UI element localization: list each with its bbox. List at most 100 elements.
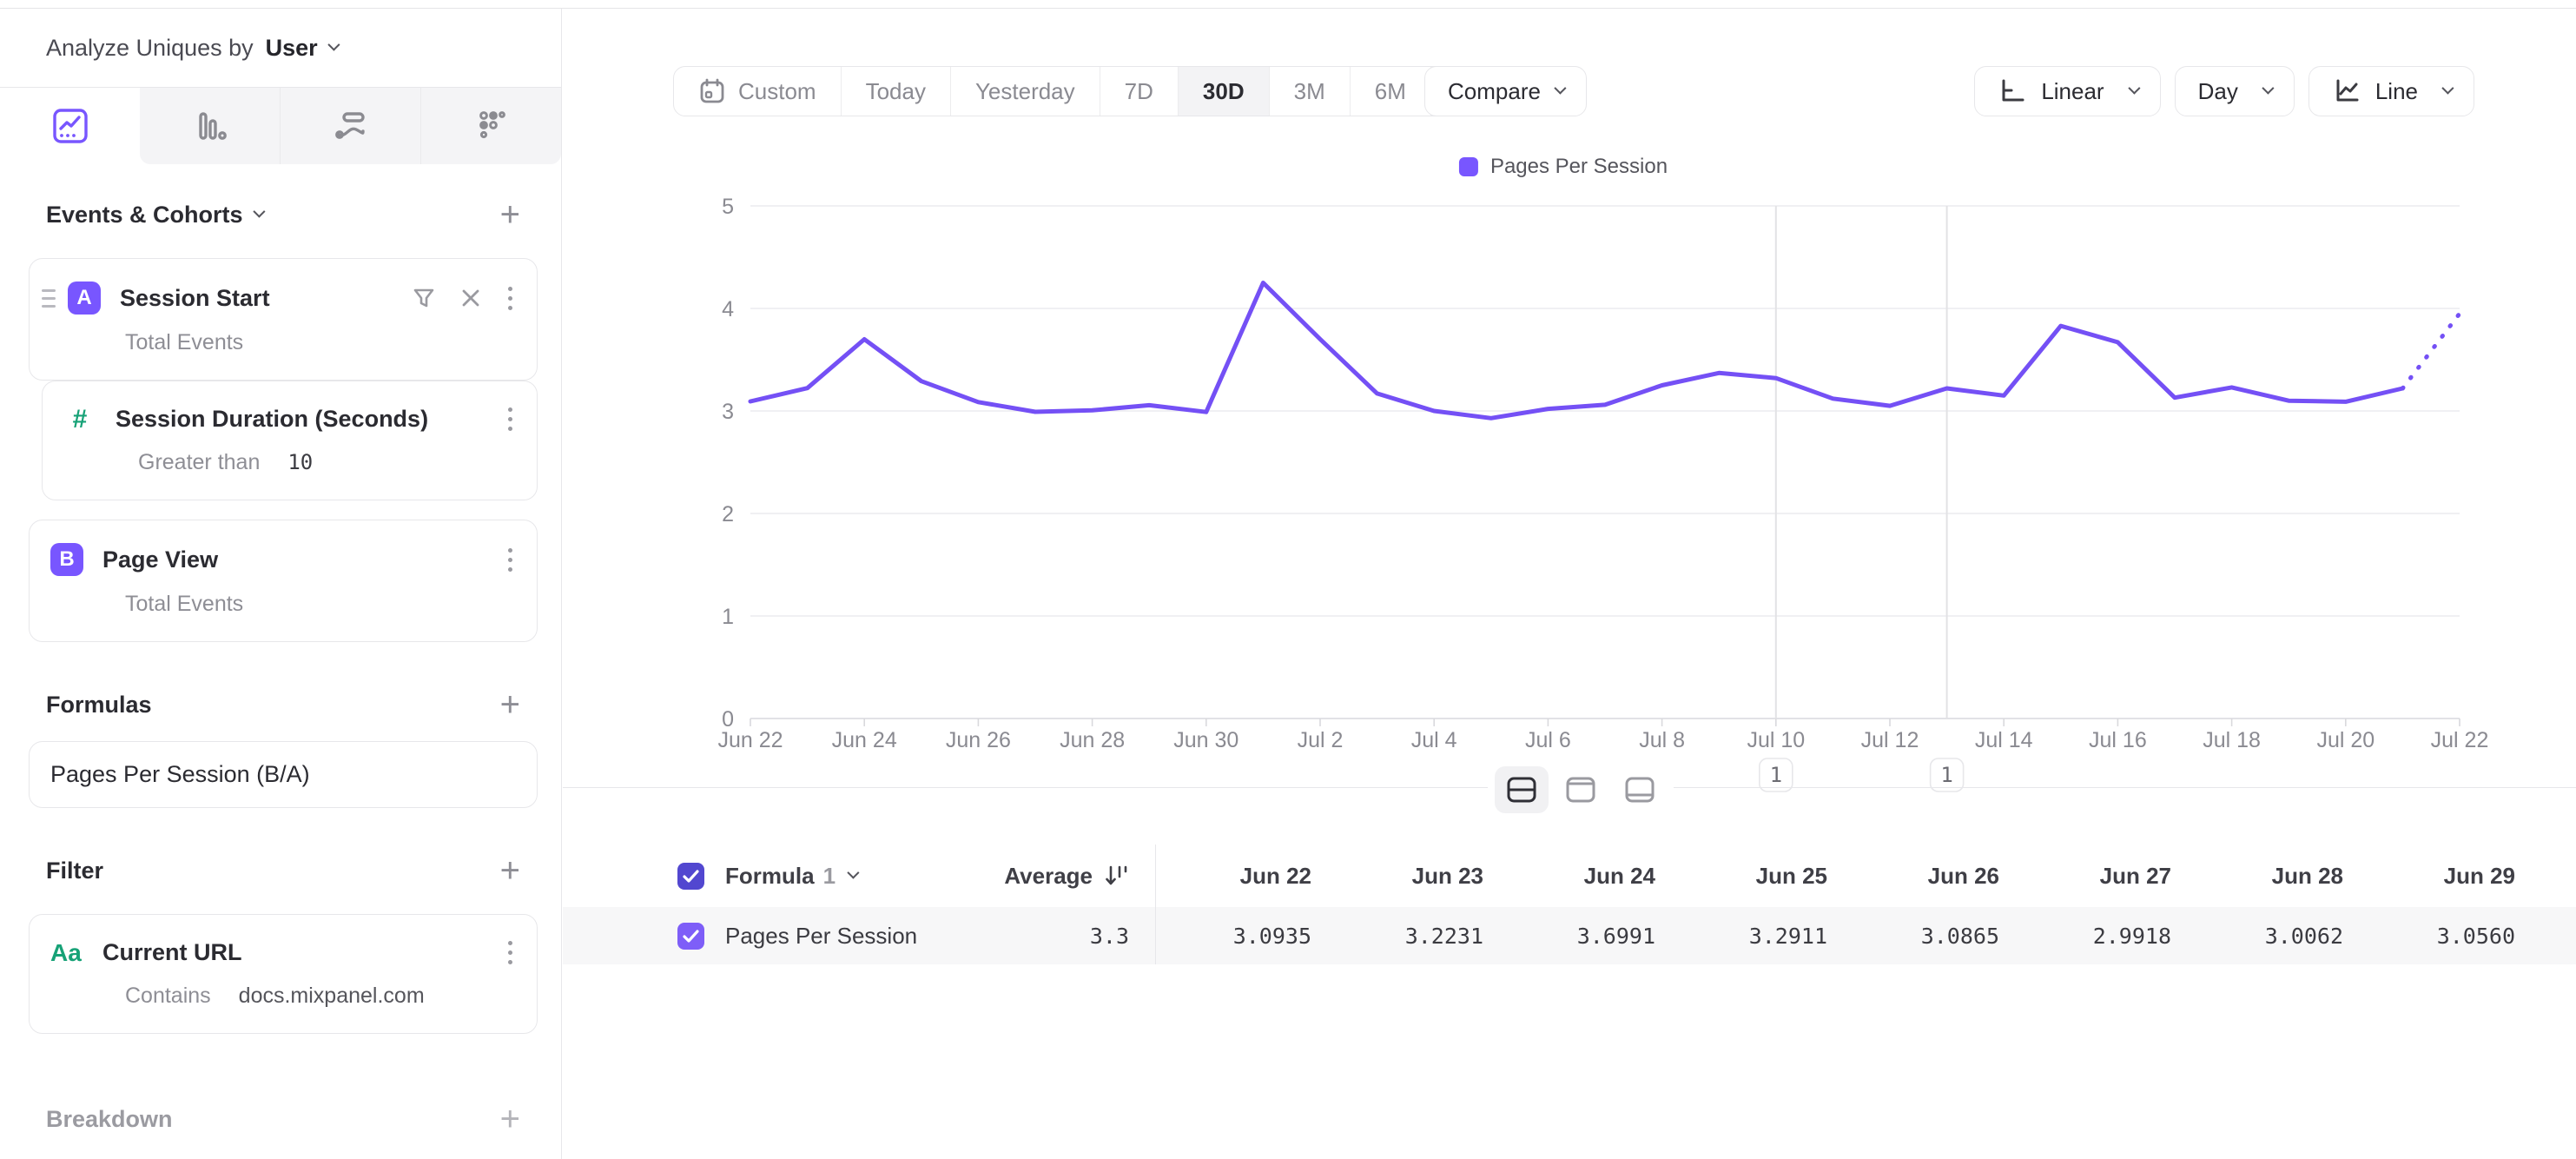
range-option-30d[interactable]: 30D: [1177, 67, 1269, 116]
x-axis-label: Jul 2: [1298, 728, 1344, 752]
property-condition[interactable]: Greater than 10: [43, 441, 537, 500]
cell-value: 3.0560: [2436, 923, 2515, 949]
scale-selector-button[interactable]: Linear: [1974, 66, 2161, 116]
split-view-icon: [1507, 777, 1536, 803]
cell-value: 2.9918: [2092, 923, 2171, 949]
calendar-icon: [700, 78, 724, 103]
event-aggregation[interactable]: Total Events: [125, 330, 244, 354]
operator-value[interactable]: docs.mixpanel.com: [238, 983, 425, 1008]
tab-retention-grid[interactable]: [420, 88, 561, 164]
date-range-selector: CustomTodayYesterday7D30D3M6M12M: [673, 66, 1525, 116]
formula-column-header[interactable]: Formula 1: [725, 863, 860, 890]
filter-header: Filter +: [0, 853, 561, 888]
dots-grid-icon: [479, 111, 505, 139]
filter-card-current-url[interactable]: Aa Current URL Contains docs.mixpanel.com: [29, 914, 538, 1034]
date-column-header[interactable]: Jun 23: [1411, 862, 1483, 889]
line-chart-icon: [52, 109, 88, 143]
flow-icon: [334, 112, 365, 139]
date-column-header[interactable]: Jun 27: [2099, 862, 2171, 889]
more-options-icon[interactable]: [505, 937, 516, 968]
range-option-custom[interactable]: Custom: [674, 67, 841, 116]
drag-handle-icon[interactable]: [42, 288, 59, 308]
compare-button[interactable]: Compare: [1424, 66, 1587, 116]
chart-type-selector-button[interactable]: Line: [2308, 66, 2474, 116]
event-title[interactable]: Session Start: [120, 284, 270, 311]
annotation-badge[interactable]: [1929, 758, 1965, 792]
date-column-header[interactable]: Jun 22: [1239, 862, 1311, 889]
filter-property-title[interactable]: Current URL: [102, 939, 242, 965]
event-badge-b: B: [50, 543, 83, 576]
property-title[interactable]: Session Duration (Seconds): [116, 406, 429, 432]
add-event-button[interactable]: +: [499, 195, 520, 234]
x-axis-label: Jul 22: [2431, 728, 2489, 752]
x-axis-label: Jul 6: [1525, 728, 1571, 752]
number-property-icon: #: [72, 404, 88, 434]
row-checkbox[interactable]: [677, 922, 704, 950]
operator-label[interactable]: Contains: [125, 983, 211, 1008]
add-filter-button[interactable]: +: [499, 851, 520, 890]
tab-insights[interactable]: [0, 88, 140, 164]
event-aggregation[interactable]: Total Events: [125, 592, 244, 616]
analyze-header: Analyze Uniques by User: [0, 9, 561, 88]
chevron-down-icon: [2262, 82, 2275, 95]
line-chart-type-icon: [2336, 79, 2359, 102]
annotation-badge[interactable]: [1759, 758, 1793, 792]
average-column-header[interactable]: Average: [1004, 862, 1093, 889]
events-cohorts-title[interactable]: Events & Cohorts: [46, 202, 266, 228]
series-line[interactable]: [748, 281, 2405, 421]
range-option-7d[interactable]: 7D: [1099, 67, 1178, 116]
date-column-header[interactable]: Jun 24: [1583, 862, 1655, 889]
tab-bar-chart[interactable]: [140, 88, 280, 164]
layout-chart-only-button[interactable]: [1554, 766, 1608, 813]
filter-condition[interactable]: Contains docs.mixpanel.com: [30, 975, 537, 1033]
add-formula-button[interactable]: +: [499, 685, 520, 724]
more-options-icon[interactable]: [505, 404, 516, 434]
line-chart[interactable]: 0 1 2 3 4 5 1 1 Jun 22 Jun 24 Jun 26 Jun 28 Jun 30 Ju…: [690, 178, 2523, 804]
x-axis-label: Jul 20: [2316, 728, 2375, 752]
date-column-header[interactable]: Jun 28: [2271, 862, 2343, 889]
interval-selector-button[interactable]: Day: [2174, 66, 2295, 116]
formula-input[interactable]: Pages Per Session (B/A): [29, 741, 538, 808]
x-axis-label: Jun 22: [717, 728, 783, 752]
chevron-down-icon: [252, 205, 266, 218]
date-column-header[interactable]: Jun 26: [1927, 862, 1999, 889]
row-label: Pages Per Session: [725, 922, 918, 949]
x-axis-label: Jul 4: [1411, 728, 1457, 752]
layout-split-button[interactable]: [1495, 766, 1549, 813]
filter-icon[interactable]: [411, 285, 437, 311]
analyze-by-dropdown[interactable]: User: [265, 34, 318, 61]
event-card-page-view[interactable]: B Page View Total Events: [29, 520, 538, 642]
layout-table-only-button[interactable]: [1613, 766, 1667, 813]
more-options-icon[interactable]: [505, 545, 516, 575]
chevron-down-icon: [2441, 82, 2454, 95]
event-badge-a: A: [68, 281, 101, 315]
operator-value[interactable]: 10: [287, 450, 314, 474]
bottom-panel-view-icon: [1625, 777, 1655, 803]
date-column-header[interactable]: Jun 29: [2443, 862, 2515, 889]
sort-descending-icon[interactable]: [1103, 863, 1129, 889]
more-options-icon[interactable]: [505, 283, 516, 314]
tab-flows[interactable]: [280, 88, 420, 164]
x-axis-label: Jul 12: [1861, 728, 1919, 752]
breakdown-title: Breakdown: [46, 1105, 173, 1132]
analyze-uniques-label: Analyze Uniques by: [46, 34, 254, 61]
property-card-session-duration[interactable]: # Session Duration (Seconds) Greater tha…: [42, 381, 538, 500]
range-option-yesterday[interactable]: Yesterday: [949, 67, 1100, 116]
table-row-pages-per-session[interactable]: Pages Per Session 3.3 3.0935 3.2231 3.6991…: [563, 907, 2576, 964]
chart-legend[interactable]: Pages Per Session: [1458, 155, 1668, 179]
y-axis-label: 0: [722, 707, 734, 732]
add-breakdown-button[interactable]: +: [499, 1100, 520, 1138]
select-all-checkbox[interactable]: [677, 862, 704, 890]
operator-label[interactable]: Greater than: [138, 450, 261, 474]
range-option-today[interactable]: Today: [840, 67, 950, 116]
close-icon[interactable]: [459, 287, 482, 309]
range-option-6m[interactable]: 6M: [1349, 67, 1430, 116]
event-title[interactable]: Page View: [102, 546, 219, 573]
range-option-3m[interactable]: 3M: [1268, 67, 1350, 116]
date-column-header[interactable]: Jun 25: [1755, 862, 1827, 889]
x-axis-label: Jul 10: [1747, 728, 1805, 752]
event-card-session-start[interactable]: A Session Start Total Events: [29, 258, 538, 381]
layout-toggle-group: [1488, 761, 1674, 818]
y-axis-label: 4: [722, 297, 734, 321]
